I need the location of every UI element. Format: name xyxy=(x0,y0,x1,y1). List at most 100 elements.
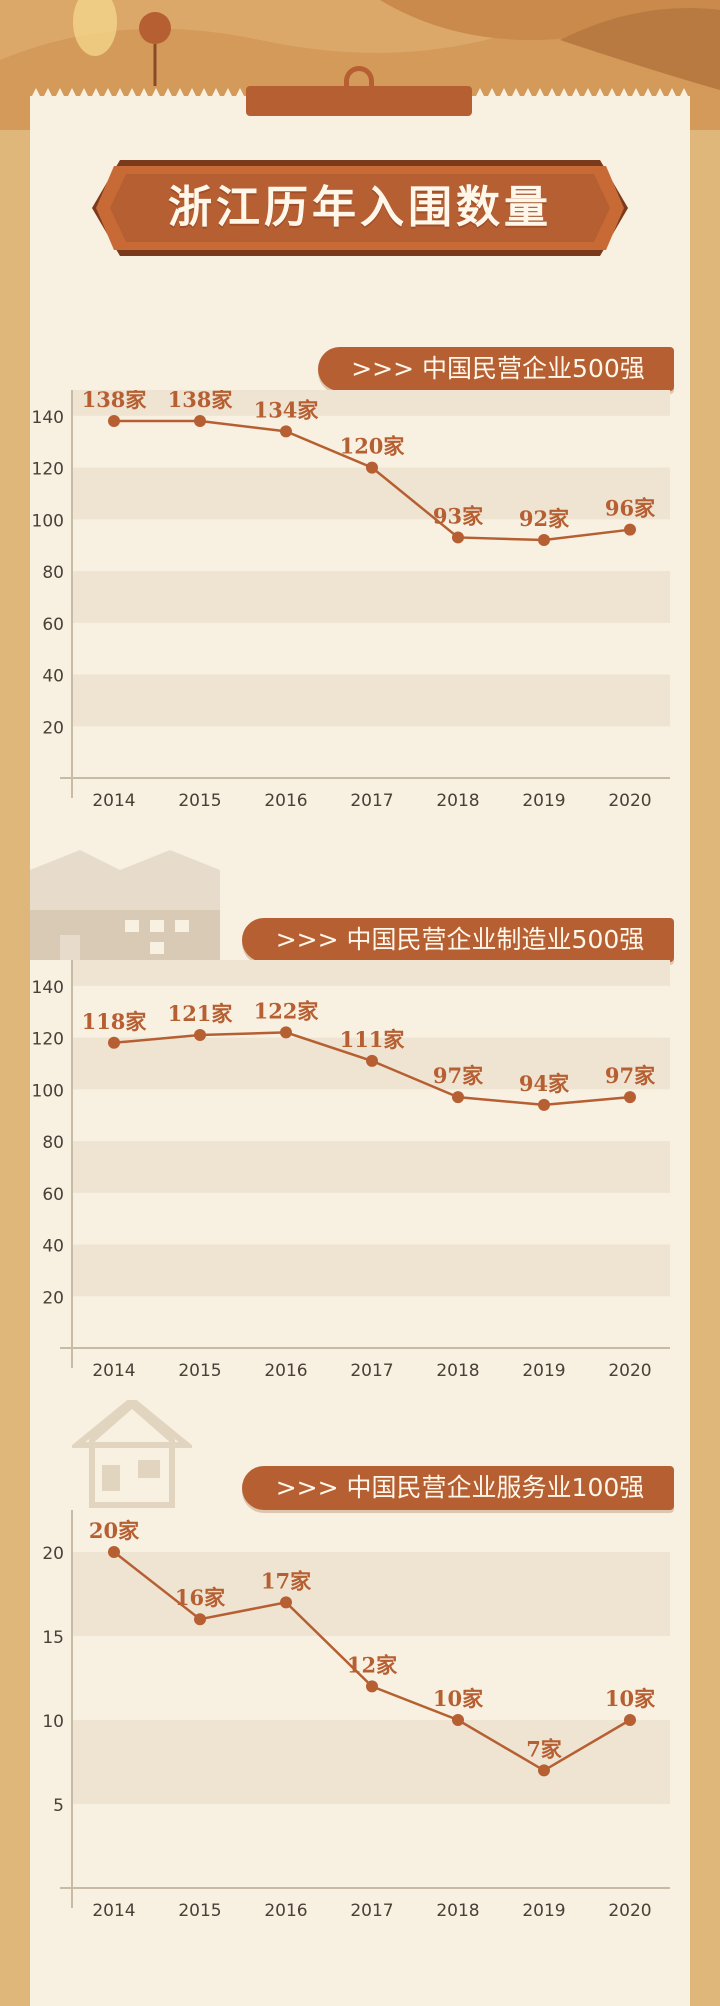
chart-1-svg: 20 40 60 80 100 120 140 2014 2015 2016 2017 2018 201… xyxy=(32,390,670,811)
data-point xyxy=(108,1036,120,1049)
chart-3-title: >>> 中国民营企业服务业100强 xyxy=(242,1466,674,1510)
x-tick-label: 2016 xyxy=(264,1361,307,1381)
chart-2-title-prefix: >>> xyxy=(275,925,339,954)
data-point xyxy=(452,1091,464,1104)
chart-2-title-text: 中国民营企业制造业500强 xyxy=(346,925,645,954)
y-tick-label: 20 xyxy=(42,1288,64,1308)
factory-icon xyxy=(30,850,220,960)
data-label: 92家 xyxy=(519,506,570,531)
y-tick-label: 15 xyxy=(42,1628,64,1648)
chart-band xyxy=(72,571,670,623)
page-title: 浙江历年入围数量 xyxy=(168,182,552,233)
data-label: 134家 xyxy=(254,397,320,422)
x-tick-label: 2019 xyxy=(522,1361,565,1381)
x-tick-label: 2020 xyxy=(608,791,651,811)
chart-2: 20 40 60 80 100 120 140 2014 2015 2016 2017 2018 201… xyxy=(30,960,690,1390)
data-point xyxy=(538,1764,550,1777)
data-point xyxy=(624,523,636,536)
x-tick-label: 2019 xyxy=(522,1901,565,1921)
data-label: 97家 xyxy=(605,1063,656,1088)
y-tick-label: 20 xyxy=(42,718,64,738)
data-point xyxy=(194,1029,206,1042)
chart-3-svg: 5 10 15 20 2014 2015 2016 2017 2018 2019 2020 20家 16… xyxy=(42,1510,670,1921)
data-label: 121家 xyxy=(168,1001,234,1026)
data-label: 138家 xyxy=(82,390,148,412)
chart-1-title-text: 中国民营企业500强 xyxy=(422,354,645,383)
y-tick-label: 120 xyxy=(32,460,64,480)
data-point xyxy=(280,425,292,438)
data-label: 12家 xyxy=(347,1652,398,1677)
lamp-icon xyxy=(139,12,171,44)
data-point xyxy=(280,1596,292,1609)
clip-bar xyxy=(246,86,472,116)
data-point xyxy=(624,1714,636,1726)
data-label: 120家 xyxy=(340,434,406,459)
chart-3-title-text: 中国民营企业服务业100强 xyxy=(346,1473,645,1502)
chart-band xyxy=(72,1141,670,1193)
data-label: 16家 xyxy=(175,1585,226,1610)
chart-band xyxy=(72,467,670,520)
data-label: 20家 xyxy=(89,1518,140,1543)
y-tick-label: 20 xyxy=(42,1544,64,1564)
chart-3: 5 10 15 20 2014 2015 2016 2017 2018 2019 2020 20家 16… xyxy=(30,1510,690,1940)
y-tick-label: 140 xyxy=(32,408,64,428)
y-tick-label: 100 xyxy=(32,1081,64,1101)
data-label: 122家 xyxy=(254,998,320,1023)
data-label: 94家 xyxy=(519,1071,570,1096)
data-label: 10家 xyxy=(605,1686,656,1711)
y-tick-label: 60 xyxy=(42,615,64,635)
data-point xyxy=(452,531,464,544)
y-tick-label: 80 xyxy=(42,1133,64,1153)
x-tick-label: 2020 xyxy=(608,1901,651,1921)
chart-band xyxy=(72,674,670,727)
data-point xyxy=(108,1546,120,1558)
x-tick-label: 2015 xyxy=(178,1361,221,1381)
x-tick-label: 2020 xyxy=(608,1361,651,1381)
data-point xyxy=(108,415,120,428)
data-point xyxy=(452,1714,464,1726)
x-tick-label: 2016 xyxy=(264,791,307,811)
chart-band xyxy=(72,390,670,416)
chart-band xyxy=(72,1244,670,1297)
chart-3-title-prefix: >>> xyxy=(275,1473,339,1502)
y-tick-label: 5 xyxy=(53,1796,64,1816)
data-label: 96家 xyxy=(605,496,656,521)
y-tick-label: 10 xyxy=(42,1712,64,1732)
x-tick-label: 2017 xyxy=(350,1361,393,1381)
x-tick-label: 2018 xyxy=(436,1361,479,1381)
chart-2-title: >>> 中国民营企业制造业500强 xyxy=(242,918,674,962)
data-label: 97家 xyxy=(433,1063,484,1088)
data-point xyxy=(194,415,206,428)
y-tick-label: 80 xyxy=(42,563,64,583)
data-point xyxy=(280,1026,292,1039)
x-tick-label: 2018 xyxy=(436,791,479,811)
y-tick-label: 40 xyxy=(42,1237,64,1257)
data-point xyxy=(538,1098,550,1111)
data-point xyxy=(194,1613,206,1626)
data-label: 138家 xyxy=(168,390,234,412)
title-banner xyxy=(92,160,628,256)
data-label: 111家 xyxy=(340,1027,406,1052)
x-tick-label: 2014 xyxy=(92,1901,135,1921)
x-tick-label: 2017 xyxy=(350,791,393,811)
x-tick-label: 2015 xyxy=(178,1901,221,1921)
chart-1: 20 40 60 80 100 120 140 2014 2015 2016 2017 2018 201… xyxy=(30,390,690,830)
data-point xyxy=(366,1680,378,1693)
data-label: 7家 xyxy=(526,1736,563,1761)
y-tick-label: 120 xyxy=(32,1030,64,1050)
chart-1-title-prefix: >>> xyxy=(351,354,415,383)
chart-band xyxy=(72,1552,670,1636)
clip-ring xyxy=(344,66,374,88)
x-tick-label: 2015 xyxy=(178,791,221,811)
data-label: 17家 xyxy=(261,1568,312,1593)
data-point xyxy=(538,534,550,547)
chart-band xyxy=(72,960,670,986)
y-tick-label: 140 xyxy=(32,978,64,998)
house-icon xyxy=(72,1400,192,1508)
data-point xyxy=(366,1054,378,1067)
chart-2-svg: 20 40 60 80 100 120 140 2014 2015 2016 2017 2018 201… xyxy=(32,960,670,1381)
x-tick-label: 2017 xyxy=(350,1901,393,1921)
y-tick-label: 60 xyxy=(42,1185,64,1205)
x-tick-label: 2014 xyxy=(92,1361,135,1381)
